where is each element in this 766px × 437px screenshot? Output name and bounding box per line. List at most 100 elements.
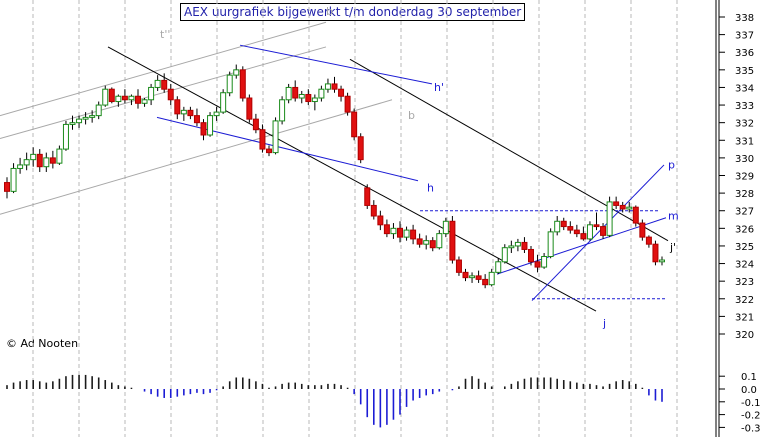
candle-up <box>423 240 430 245</box>
candle-down <box>534 261 541 268</box>
candle-up <box>659 259 665 263</box>
candle-up <box>82 116 89 120</box>
candle-up <box>554 220 561 233</box>
candle-down <box>364 187 371 206</box>
trendline-blue-p <box>531 164 665 301</box>
candle-up <box>488 271 495 286</box>
indicator-tick-label: 0.0 <box>741 385 757 396</box>
candle-down <box>593 224 600 228</box>
candle-down <box>108 88 115 103</box>
candle-up <box>508 245 515 249</box>
axis-tick-label: 338 <box>735 13 754 24</box>
candle-down <box>49 157 56 164</box>
candle-up <box>272 120 279 154</box>
candle-up <box>285 86 292 101</box>
candle-up <box>311 97 318 103</box>
copyright-note: © Ad Nooten <box>6 337 79 350</box>
axis-tick-label: 322 <box>735 295 754 306</box>
candle-down <box>246 97 253 120</box>
trendline-grey-mid <box>0 46 327 139</box>
candle-down <box>475 275 482 280</box>
axis-tick-label: 321 <box>735 312 754 323</box>
candle-up <box>606 201 613 236</box>
axis-tick-label: 328 <box>735 189 754 200</box>
candle-down <box>429 240 436 249</box>
candle-down <box>521 241 528 250</box>
candle-up <box>56 148 63 164</box>
axis-tick-label: 332 <box>735 119 754 130</box>
candle-down <box>580 233 587 240</box>
axis-tick-label: 323 <box>735 277 754 288</box>
candle-down <box>174 99 181 115</box>
trendline-label: h <box>427 181 434 194</box>
trendline-black-jprime <box>349 58 669 242</box>
candle-down <box>4 182 10 192</box>
trendline-blue-hprime <box>239 44 433 85</box>
trendline-label: b <box>408 109 415 122</box>
candle-down <box>292 86 299 99</box>
indicator-histogram <box>6 374 663 428</box>
candle-down <box>36 153 43 168</box>
candle-down <box>397 227 403 238</box>
candle-down <box>167 88 174 101</box>
candle-down <box>187 109 194 117</box>
candle-down <box>600 226 607 236</box>
trendline-grey-upper <box>0 21 327 117</box>
candle-down <box>449 220 456 261</box>
indicator-tick-label: -0.1 <box>741 398 761 409</box>
candle-up <box>501 247 508 263</box>
candle-up <box>547 231 554 258</box>
indicator-tick-label: -0.2 <box>741 411 761 422</box>
candle-down <box>121 95 128 101</box>
candle-down <box>652 243 659 263</box>
candle-down <box>357 136 364 161</box>
candle-up <box>95 104 102 117</box>
candle-up <box>76 118 83 124</box>
candle-up <box>69 122 76 125</box>
candle-down <box>416 238 423 245</box>
indicator-tick-label: -0.3 <box>741 423 761 434</box>
axis-tick-label: 335 <box>735 66 754 77</box>
axis-tick-label: 334 <box>735 83 754 94</box>
trendline-labels: t'' b h' b h j p m j' <box>160 5 679 330</box>
candle-up <box>436 233 443 249</box>
trendline-label: h' <box>434 81 444 94</box>
axis-tick-label: 320 <box>735 330 754 341</box>
candle-up <box>10 167 17 192</box>
candle-down <box>639 222 646 238</box>
candle-down <box>462 271 469 279</box>
candle-up <box>226 74 233 94</box>
candle-up <box>62 123 69 150</box>
chart-title: AEX uurgrafiek bijgewerkt t/m donderdag … <box>180 3 526 21</box>
candle-up <box>514 241 521 247</box>
candle-down <box>482 278 489 286</box>
candle-up <box>102 88 109 106</box>
axis-tick-label: 336 <box>735 48 754 59</box>
candle-up <box>469 275 476 279</box>
candle-up <box>324 83 331 90</box>
candle-down <box>344 95 351 113</box>
candle-up <box>298 93 305 99</box>
candle-down <box>305 93 312 103</box>
axis-tick-label: 324 <box>735 260 754 271</box>
trendline-black-j <box>107 46 597 312</box>
grid <box>32 0 717 437</box>
trendline-label: t'' <box>160 28 170 41</box>
candle-up <box>154 79 161 88</box>
trendline-label: j' <box>669 241 676 254</box>
candle-down <box>383 224 390 235</box>
candle-down <box>135 95 141 104</box>
candle-up <box>318 88 325 99</box>
axis-tick-label: 331 <box>735 136 754 147</box>
candle-up <box>141 99 148 104</box>
candle-up <box>279 99 286 122</box>
y-axis: 338 337 336 335 334 333 332 331 330 329 328 327 326 3… <box>718 0 761 437</box>
candle-up <box>220 92 227 113</box>
trendline-label: b <box>326 5 333 18</box>
trendlines <box>0 21 669 312</box>
candle-down <box>161 79 168 90</box>
candle-up <box>180 109 187 115</box>
trendline-blue-m <box>496 217 667 275</box>
candle-up <box>626 206 633 210</box>
trendline-label: m <box>668 210 679 223</box>
